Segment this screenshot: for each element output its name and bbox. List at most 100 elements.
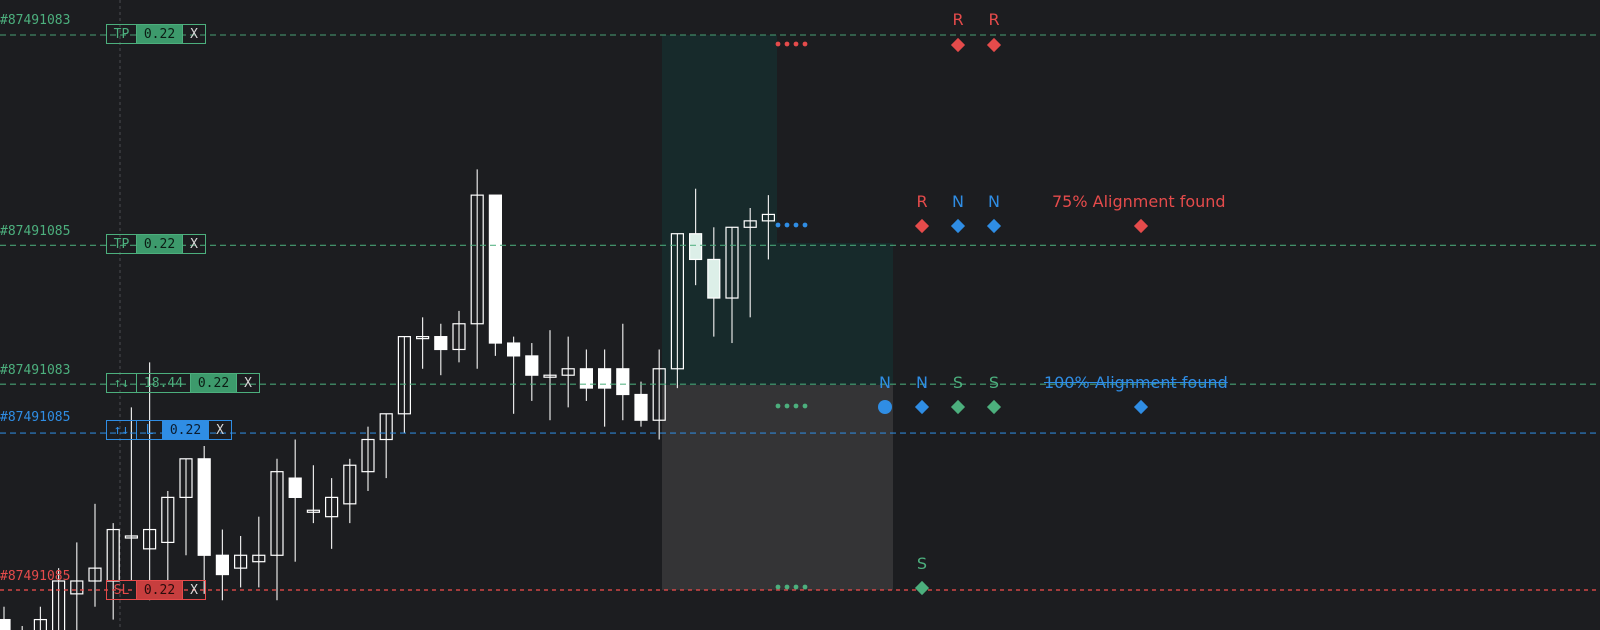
candle bbox=[270, 458, 284, 601]
candle bbox=[343, 458, 357, 524]
tp2-order-tag[interactable]: TP 0.22 X bbox=[106, 234, 206, 254]
candle-body bbox=[761, 213, 776, 222]
signal-letter: N bbox=[879, 373, 891, 392]
candles bbox=[0, 169, 776, 630]
candle-body bbox=[161, 496, 175, 544]
line-label-pos1: #87491083 bbox=[0, 363, 71, 378]
candle bbox=[197, 445, 211, 594]
signal-diamond-marker bbox=[986, 399, 1002, 415]
candle-body bbox=[434, 336, 448, 351]
candle bbox=[33, 606, 48, 630]
candle bbox=[51, 568, 66, 630]
tp-zone-extension bbox=[777, 243, 893, 385]
candle-body bbox=[215, 554, 229, 576]
sl-volume[interactable]: 0.22 bbox=[137, 581, 183, 599]
candle bbox=[525, 343, 539, 401]
pos2-type: L bbox=[137, 421, 163, 439]
pos2-order-tag[interactable]: ↑↓ L 0.22 X bbox=[106, 420, 232, 440]
candle bbox=[597, 349, 612, 427]
pos1-order-tag[interactable]: ↑↓ 18.44 0.22 X bbox=[106, 373, 260, 393]
candle bbox=[688, 188, 703, 286]
signal-dot bbox=[784, 41, 790, 47]
candle bbox=[21, 626, 23, 630]
signal-dot bbox=[775, 41, 781, 47]
signal-diamond-marker bbox=[914, 580, 930, 596]
candle-body bbox=[124, 535, 139, 539]
candle-body bbox=[543, 374, 557, 378]
candle-body bbox=[70, 580, 84, 595]
candle-body bbox=[306, 509, 320, 513]
pos2-direction[interactable]: ↑↓ bbox=[107, 421, 137, 439]
candle-body bbox=[88, 567, 102, 582]
candle-body bbox=[561, 368, 575, 376]
candle bbox=[161, 490, 175, 594]
candle bbox=[634, 381, 648, 427]
pos2-volume[interactable]: 0.22 bbox=[163, 421, 209, 439]
candle-body bbox=[361, 438, 375, 473]
sl-type: SL bbox=[107, 581, 137, 599]
candle bbox=[252, 516, 266, 588]
signal-diamond-marker bbox=[986, 37, 1002, 53]
candle bbox=[434, 323, 448, 376]
candle bbox=[179, 458, 193, 556]
signal-letter: S bbox=[952, 373, 964, 392]
candle bbox=[761, 195, 776, 260]
candle-body bbox=[670, 233, 685, 370]
signal-diamond-marker bbox=[986, 218, 1002, 234]
pos1-volume[interactable]: 0.22 bbox=[191, 374, 237, 392]
candle-body bbox=[416, 336, 430, 340]
candle-body bbox=[252, 554, 266, 563]
candle bbox=[70, 542, 84, 630]
pos1-close-button[interactable]: X bbox=[244, 375, 252, 391]
tp2-volume[interactable]: 0.22 bbox=[137, 235, 183, 253]
signal-dot bbox=[802, 222, 808, 228]
signal-letter: N bbox=[916, 373, 928, 392]
candle bbox=[452, 310, 466, 363]
signal-dot bbox=[775, 584, 781, 590]
signal-dot bbox=[793, 403, 799, 409]
signal-dot bbox=[802, 41, 808, 47]
signal-letter: N bbox=[952, 192, 964, 211]
candle bbox=[652, 349, 666, 440]
signal-dot bbox=[784, 584, 790, 590]
signal-diamond-marker bbox=[914, 218, 930, 234]
candle bbox=[507, 336, 521, 414]
tp1-close-button[interactable]: X bbox=[190, 26, 198, 42]
tp1-volume[interactable]: 0.22 bbox=[137, 25, 183, 43]
candle bbox=[488, 194, 502, 356]
candle bbox=[707, 227, 721, 337]
candle bbox=[143, 362, 157, 601]
candle-body bbox=[634, 393, 648, 421]
tp1-order-tag[interactable]: TP 0.22 X bbox=[106, 24, 206, 44]
candle bbox=[288, 439, 302, 562]
candle bbox=[543, 330, 557, 421]
candle-body bbox=[197, 458, 211, 556]
signal-dot bbox=[775, 403, 781, 409]
candle-body bbox=[688, 233, 703, 261]
sl-close-button[interactable]: X bbox=[190, 582, 198, 598]
candle-body bbox=[507, 342, 521, 357]
tp2-close-button[interactable]: X bbox=[190, 236, 198, 252]
candle bbox=[325, 478, 339, 549]
line-label-tp1: #87491083 bbox=[0, 13, 71, 28]
signal-dot bbox=[802, 403, 808, 409]
candle-body bbox=[597, 368, 612, 389]
candle-body bbox=[51, 580, 66, 630]
signal-letter: R bbox=[952, 10, 964, 29]
pos1-direction[interactable]: ↑↓ bbox=[107, 374, 137, 392]
sl-order-tag[interactable]: SL 0.22 X bbox=[106, 580, 206, 600]
candle-body bbox=[343, 464, 357, 505]
candle bbox=[561, 336, 575, 408]
candle bbox=[670, 233, 685, 389]
candle-body bbox=[470, 194, 484, 325]
signal-diamond-marker bbox=[950, 218, 966, 234]
pos2-close-button[interactable]: X bbox=[216, 422, 224, 438]
candle bbox=[88, 503, 102, 607]
candle-body bbox=[488, 194, 502, 344]
candle-body bbox=[33, 618, 48, 630]
signal-letter: R bbox=[916, 192, 928, 211]
candle-body bbox=[743, 220, 757, 228]
candle bbox=[743, 207, 757, 318]
line-label-sl: #87491085 bbox=[0, 569, 71, 584]
